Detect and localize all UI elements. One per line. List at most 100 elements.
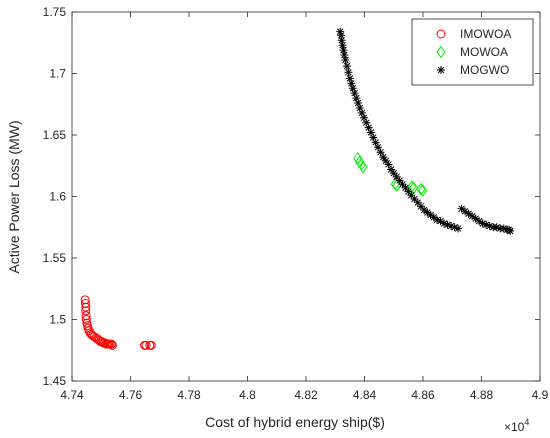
data-point-mogwo: [373, 143, 382, 152]
data-point-mogwo: [336, 27, 345, 36]
data-point-mogwo: [362, 118, 371, 127]
data-point-mogwo: [395, 176, 404, 185]
data-point-imowoa: [81, 311, 91, 321]
data-markers: [80, 27, 515, 350]
data-point-mogwo: [354, 99, 363, 108]
legend-label-mogwo: MOGWO: [460, 63, 509, 77]
data-point-mogwo: [340, 51, 349, 60]
data-point-mogwo: [404, 187, 413, 196]
x-multiplier-exponent: 4: [524, 417, 529, 427]
data-point-mogwo: [355, 103, 364, 112]
x-tick-label: 4.86: [411, 388, 435, 402]
data-point-mogwo: [499, 224, 508, 233]
data-point-mogwo: [401, 183, 410, 192]
data-point-mogwo: [398, 180, 407, 189]
y-tick-label: 1.5: [49, 313, 66, 327]
legend-markers: [436, 29, 446, 74]
legend-marker-imowoa: [436, 29, 446, 39]
y-tick-label: 1.55: [43, 251, 67, 265]
y-axis-ticks: 1.45 1.5 1.55 1.6 1.65 1.7 1.75: [43, 5, 540, 388]
x-axis-label: Cost of hybrid energy ship($): [205, 414, 385, 430]
data-point-imowoa: [141, 340, 151, 350]
y-tick-label: 1.6: [49, 190, 66, 204]
x-tick-label: 4.82: [294, 388, 318, 402]
data-point-mogwo: [443, 220, 452, 229]
data-point-mogwo: [369, 133, 378, 142]
data-point-mogwo: [384, 160, 393, 169]
data-point-mogwo: [347, 79, 356, 88]
y-tick-label: 1.7: [49, 67, 66, 81]
x-tick-label: 4.76: [119, 388, 143, 402]
legend-label-imowoa: IMOWOA: [460, 27, 511, 41]
data-point-mogwo: [392, 172, 401, 181]
data-point-mogwo: [475, 217, 484, 226]
data-point-mogwo: [423, 208, 432, 217]
data-point-mogwo: [350, 89, 359, 98]
data-point-imowoa: [106, 339, 116, 349]
data-point-mogwo: [381, 156, 390, 165]
data-point-mogwo: [337, 31, 346, 40]
data-point-imowoa: [80, 299, 90, 309]
x-tick-label: 4.8: [239, 388, 256, 402]
data-point-mogwo: [413, 198, 422, 207]
data-point-imowoa: [146, 340, 156, 350]
data-point-mogwo: [376, 148, 385, 157]
data-point-imowoa: [81, 315, 91, 324]
data-point-mogwo: [440, 219, 449, 228]
data-point-mogwo: [364, 123, 373, 132]
data-point-mogwo: [371, 138, 380, 147]
data-point-mogwo: [366, 128, 375, 137]
data-point-mogwo: [478, 219, 487, 228]
legend-label-mowoa: MOWOA: [460, 45, 508, 59]
data-point-mogwo: [337, 36, 346, 45]
legend-marker-mowoa: [436, 45, 446, 59]
legend: IMOWOA MOWOA MOGWO: [411, 18, 534, 86]
data-point-mogwo: [450, 223, 459, 232]
data-point-mogwo: [485, 222, 494, 231]
data-point-mogwo: [426, 210, 435, 219]
data-point-mogwo: [348, 84, 357, 93]
data-point-mowoa: [358, 160, 368, 174]
data-point-mogwo: [352, 94, 361, 103]
y-tick-label: 1.75: [43, 5, 67, 19]
y-tick-label: 1.45: [43, 374, 67, 388]
data-point-mogwo: [357, 108, 366, 117]
data-point-mowoa: [407, 180, 417, 194]
data-point-imowoa: [80, 295, 90, 305]
data-point-mogwo: [454, 224, 463, 233]
data-point-mogwo: [471, 214, 480, 223]
data-point-imowoa: [81, 302, 91, 312]
data-point-mogwo: [344, 68, 353, 77]
data-point-mogwo: [387, 165, 396, 174]
data-point-mogwo: [338, 41, 347, 50]
data-point-mogwo: [389, 169, 398, 178]
data-point-mogwo: [410, 194, 419, 203]
x-axis-ticks: 4.74 4.76 4.78 4.8 4.82 4.84 4.86 4.88 4.9: [60, 12, 549, 402]
legend-marker-mogwo: [437, 66, 445, 74]
data-point-mogwo: [482, 220, 491, 229]
data-point-mogwo: [436, 217, 445, 226]
y-tick-label: 1.65: [43, 128, 67, 142]
x-multiplier: ×104: [504, 417, 529, 434]
data-point-imowoa: [107, 340, 117, 350]
x-tick-label: 4.78: [177, 388, 201, 402]
y-axis-label: Active Power Loss (MW): [6, 120, 22, 273]
data-point-mogwo: [461, 207, 470, 216]
data-point-mowoa: [418, 183, 428, 197]
data-point-mogwo: [506, 226, 515, 235]
x-tick-label: 4.74: [60, 388, 84, 402]
data-point-mogwo: [342, 62, 351, 71]
data-point-mogwo: [339, 46, 348, 55]
x-tick-label: 4.9: [532, 388, 549, 402]
data-point-mogwo: [359, 113, 368, 122]
data-point-mogwo: [341, 55, 350, 64]
data-point-mogwo: [447, 222, 456, 231]
data-point-mogwo: [379, 153, 388, 162]
x-tick-label: 4.84: [353, 388, 377, 402]
data-point-mogwo: [429, 213, 438, 222]
data-point-mogwo: [492, 223, 501, 232]
legend-box: [411, 18, 534, 86]
data-point-mogwo: [416, 202, 425, 211]
x-multiplier-base: ×10: [504, 420, 525, 434]
